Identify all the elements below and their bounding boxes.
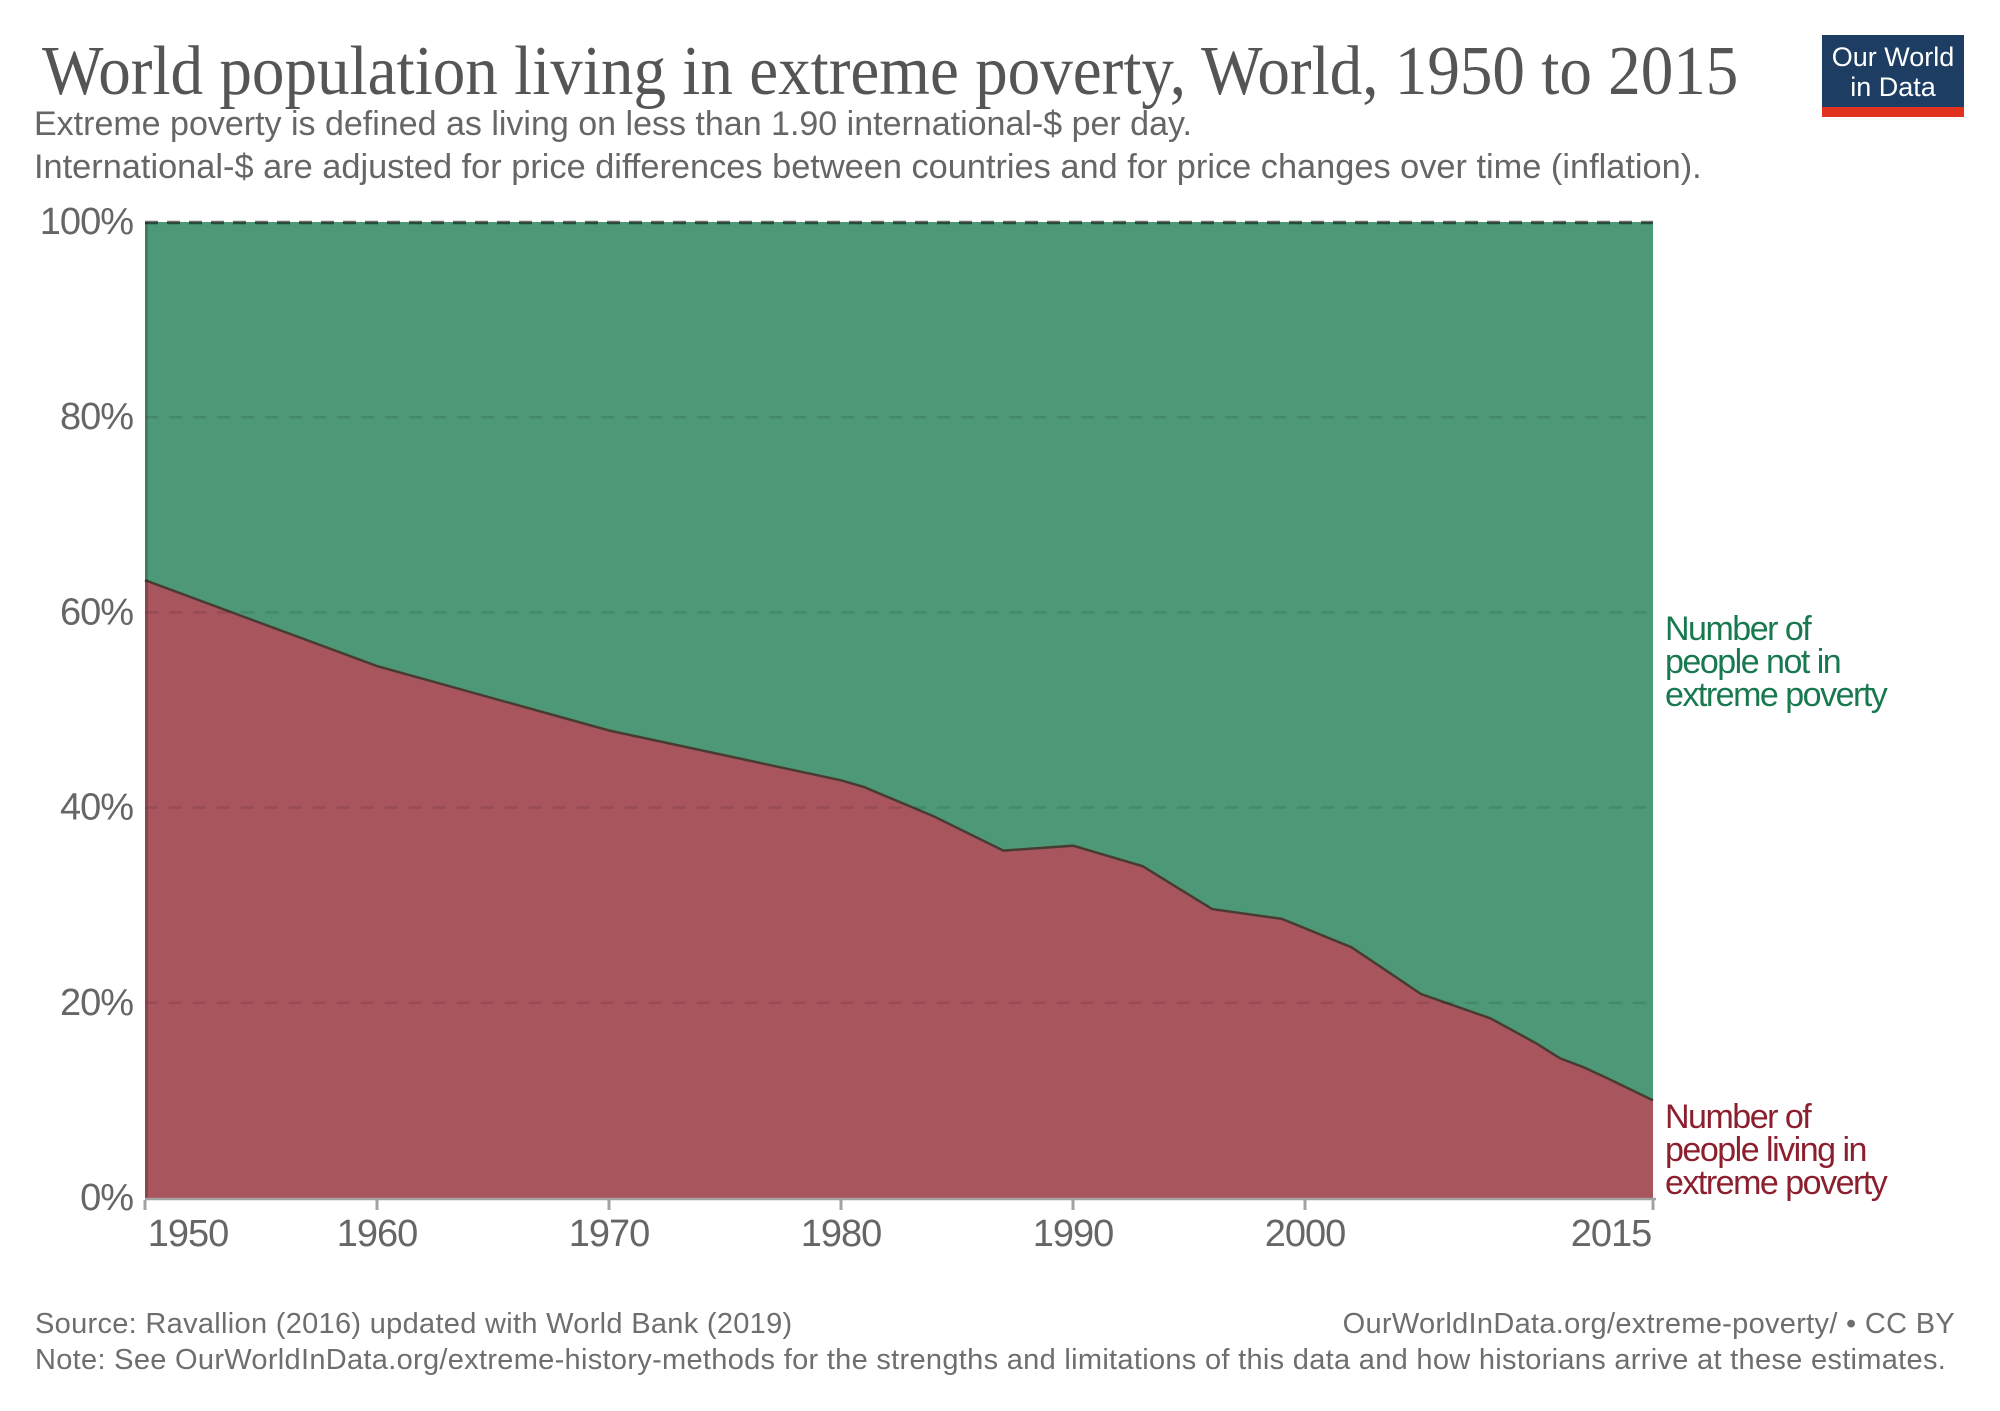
svg-text:20%: 20% bbox=[60, 982, 133, 1024]
svg-text:1990: 1990 bbox=[1033, 1213, 1114, 1255]
svg-text:1950: 1950 bbox=[148, 1213, 229, 1255]
svg-text:1970: 1970 bbox=[569, 1213, 650, 1255]
svg-text:100%: 100% bbox=[40, 201, 133, 243]
svg-text:60%: 60% bbox=[60, 592, 133, 634]
svg-text:2000: 2000 bbox=[1265, 1213, 1346, 1255]
svg-text:2015: 2015 bbox=[1571, 1213, 1652, 1255]
svg-text:0%: 0% bbox=[80, 1177, 133, 1219]
svg-text:1960: 1960 bbox=[337, 1213, 418, 1255]
svg-text:40%: 40% bbox=[60, 787, 133, 829]
svg-text:80%: 80% bbox=[60, 396, 133, 438]
svg-text:1980: 1980 bbox=[801, 1213, 882, 1255]
